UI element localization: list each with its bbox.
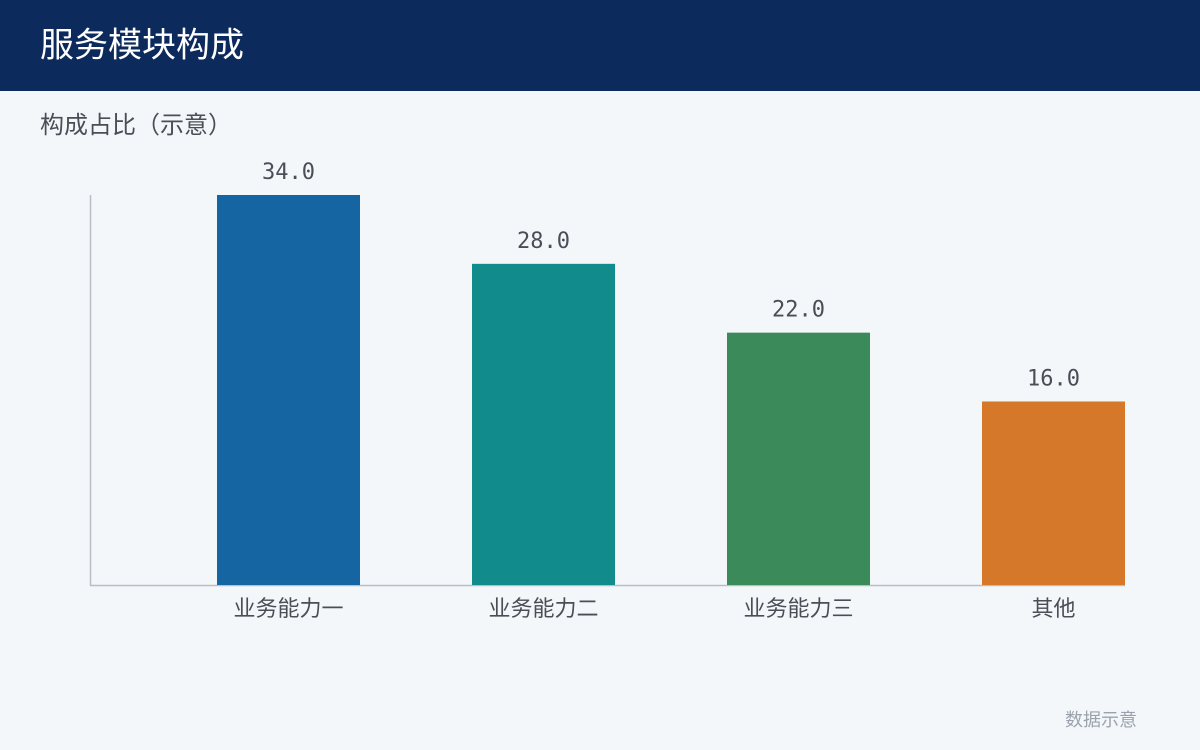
- header-bar: [0, 0, 1200, 91]
- value-label: 16.0: [1027, 366, 1080, 391]
- footnote: 数据示意: [1065, 710, 1137, 731]
- bar: [217, 195, 360, 585]
- value-label: 34.0: [262, 160, 315, 185]
- x-tick-label: 业务能力三: [743, 597, 853, 622]
- value-label: 28.0: [517, 229, 570, 254]
- x-tick-label: 其他: [1031, 597, 1075, 622]
- x-tick-label: 业务能力二: [488, 597, 598, 622]
- chart-subtitle: 构成占比（示意）: [40, 111, 232, 139]
- chart-title: 服务模块构成: [40, 26, 244, 66]
- bar: [727, 332, 870, 585]
- x-tick-label: 业务能力一: [233, 597, 343, 622]
- bar: [472, 263, 615, 585]
- bar: [982, 401, 1125, 585]
- value-label: 22.0: [772, 298, 825, 323]
